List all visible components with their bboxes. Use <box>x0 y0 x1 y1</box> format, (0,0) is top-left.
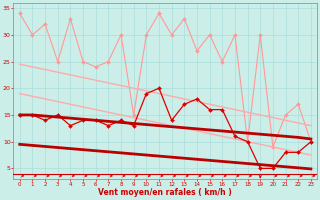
X-axis label: Vent moyen/en rafales ( km/h ): Vent moyen/en rafales ( km/h ) <box>99 188 232 197</box>
